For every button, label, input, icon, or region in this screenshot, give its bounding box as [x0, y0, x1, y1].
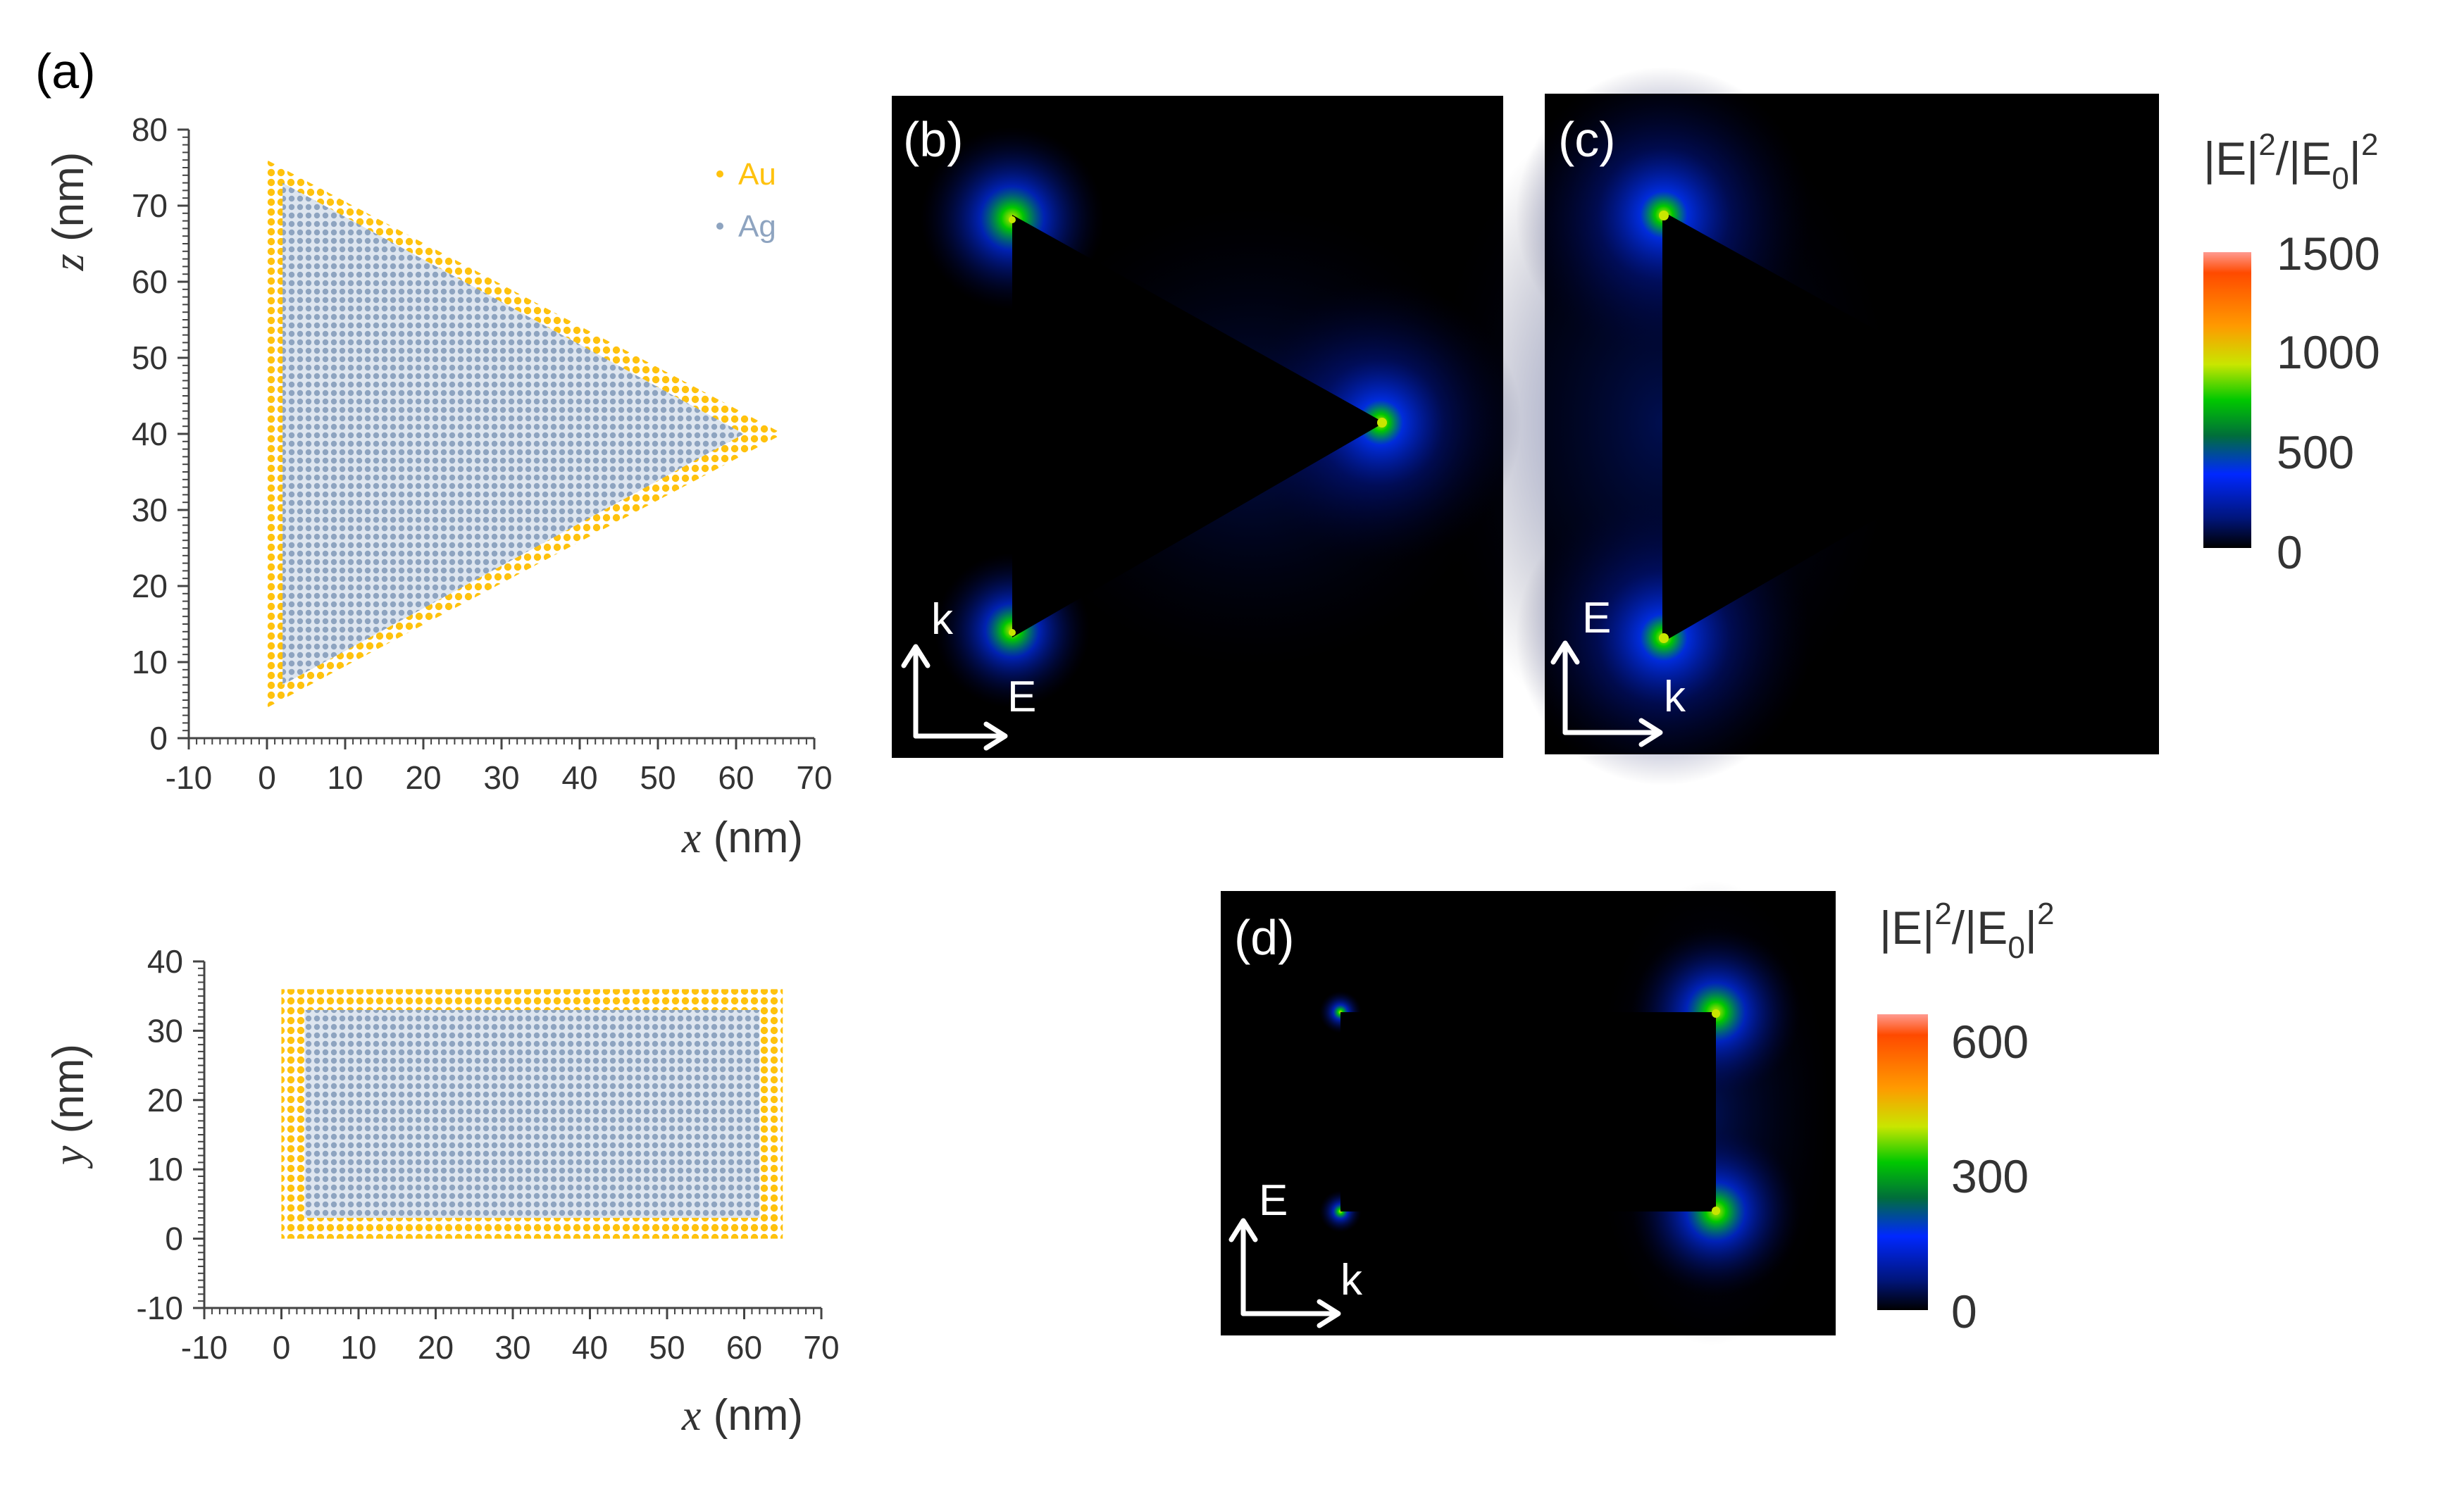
- tip-d-bottom-dot: [1712, 1207, 1720, 1215]
- colorbar-top-title: |E|2/|E0|2: [2203, 127, 2378, 196]
- arrow-c-horizontal-head: [1638, 718, 1663, 747]
- axes-arrows-c: [1550, 640, 1663, 747]
- colorbar-bottom-tick-300: 300: [1951, 1150, 2029, 1202]
- panel-label-c: (c): [1558, 112, 1616, 167]
- colorbar-bottom: |E|2/|E0|2 600 300 0: [1877, 897, 2054, 1338]
- arrow-d-vertical-head: [1228, 1218, 1258, 1242]
- xz-x-tick-label: 50: [640, 759, 676, 796]
- xz-x-tick-label: 0: [258, 759, 276, 796]
- arrow-b-k-label: k: [931, 595, 954, 644]
- tip-c-bottom-dot: [1659, 633, 1669, 643]
- colorbar-bottom-gradient: [1877, 1014, 1928, 1310]
- nanoprism-d-silhouette: [1340, 1012, 1716, 1211]
- colorbar-top-tick-500: 500: [2277, 426, 2354, 478]
- xy-y-tick-label: 0: [165, 1221, 183, 1257]
- panel-label-d: (d): [1234, 910, 1295, 965]
- colorbar-bottom-tick-600: 600: [1951, 1016, 2029, 1068]
- nanoprism-b-silhouette: [1012, 215, 1384, 637]
- legend-ag-marker: [716, 223, 723, 230]
- tip-b-top-dot: [1009, 216, 1016, 223]
- xz-y-tick-label: 30: [132, 492, 168, 528]
- xy-x-tick-label: 10: [340, 1329, 376, 1366]
- xy-particle-marks: [281, 989, 783, 1239]
- xz-x-tick-label: 30: [483, 759, 519, 796]
- xz-x-tick-label: 70: [796, 759, 832, 796]
- xz-y-tick-label: 40: [132, 416, 168, 452]
- xz-x-tick-label: 40: [561, 759, 597, 796]
- colorbar-bottom-title: |E|2/|E0|2: [1879, 897, 2054, 965]
- field-map-b: (b) k E: [892, 96, 1522, 758]
- tip-b-bottom-dot: [1009, 629, 1016, 636]
- panel-label-b: (b): [903, 112, 964, 167]
- legend: Au Ag: [716, 157, 776, 244]
- xz-y-tick-label: 60: [132, 263, 168, 300]
- xy-y-tick-label: -10: [137, 1290, 183, 1326]
- arrow-b-vertical-head: [901, 644, 931, 668]
- field-map-c: (c) E k: [1430, 67, 2159, 785]
- xy-axes: -10 0 10 20 30 40 50 60 70 -10 0 10 20 30 40: [137, 943, 840, 1366]
- xy-y-tick-label: 30: [147, 1012, 183, 1049]
- xz-cross-section-chart: (a) -10 0 10 20 30 40 50 60 7001020304050607080 …: [35, 44, 833, 862]
- xy-cross-section-chart: -10 0 10 20 30 40 50 60 70 -10 0 10 20 30 40 x (nm) y …: [44, 943, 840, 1440]
- xz-y-axis-label: z (nm): [44, 152, 93, 272]
- arrow-d-k-label: k: [1340, 1256, 1363, 1304]
- tip-d-top-dot: [1712, 1009, 1720, 1018]
- xy-ag-region: [304, 1009, 760, 1219]
- nanoprism-c-silhouette: [1662, 211, 2043, 642]
- xz-x-tick-label: 10: [327, 759, 363, 796]
- arrow-c-e-label: E: [1582, 594, 1611, 642]
- xy-y-tick-label: 40: [147, 943, 183, 980]
- colorbar-top: |E|2/|E0|2 1500 1000 500 0: [2203, 127, 2380, 578]
- arrow-b-horizontal-head: [983, 721, 1008, 751]
- legend-au-marker: [716, 170, 723, 177]
- xy-x-tick-label: 0: [273, 1329, 291, 1366]
- xz-y-tick-label: 10: [132, 644, 168, 680]
- xz-y-tick-label: 50: [132, 339, 168, 376]
- xy-x-tick-label: 70: [803, 1329, 839, 1366]
- xz-x-tick-label: 60: [718, 759, 754, 796]
- arrow-d-horizontal-head: [1317, 1299, 1341, 1328]
- xz-x-tick-label: 20: [405, 759, 441, 796]
- xy-y-tick-label: 20: [147, 1082, 183, 1119]
- xz-y-tick-label: 20: [132, 568, 168, 604]
- arrow-c-vertical-head: [1550, 640, 1580, 665]
- arrow-b-e-label: E: [1007, 673, 1036, 721]
- field-map-d: (d) E k: [1221, 880, 1836, 1345]
- xz-ag-region: [282, 182, 745, 685]
- colorbar-top-tick-0: 0: [2277, 526, 2303, 578]
- xz-x-axis-label: x (nm): [681, 814, 803, 862]
- xz-particle-marks: [267, 160, 783, 708]
- xy-x-tick-label: 40: [572, 1329, 608, 1366]
- arrow-d-e-label: E: [1259, 1176, 1288, 1225]
- colorbar-top-tick-1000: 1000: [2277, 326, 2380, 378]
- axes-arrows-d: [1228, 1218, 1341, 1328]
- xz-y-tick-label: 70: [132, 187, 168, 224]
- xz-x-tick-label: -10: [166, 759, 212, 796]
- xy-x-tick-label: 20: [418, 1329, 454, 1366]
- legend-ag-label: Ag: [738, 209, 776, 244]
- colorbar-top-tick-1500: 1500: [2277, 228, 2380, 280]
- xz-y-tick-label: 0: [149, 720, 168, 756]
- arrow-c-k-label: k: [1664, 673, 1686, 721]
- xy-y-axis-label: y (nm): [44, 1044, 93, 1169]
- xy-x-tick-label: 50: [649, 1329, 685, 1366]
- tip-c-top-dot: [1659, 211, 1669, 220]
- panel-label-a: (a): [35, 44, 96, 99]
- colorbar-top-gradient: [2203, 252, 2251, 548]
- colorbar-bottom-tick-0: 0: [1951, 1285, 1977, 1338]
- tip-b-right-dot: [1377, 418, 1387, 428]
- xy-y-tick-label: 10: [147, 1151, 183, 1188]
- xy-x-tick-label: -10: [181, 1329, 228, 1366]
- xy-x-tick-label: 30: [494, 1329, 530, 1366]
- xy-x-axis-label: x (nm): [681, 1391, 803, 1440]
- xz-y-tick-label: 80: [132, 111, 168, 148]
- axes-arrows-b: [901, 644, 1008, 751]
- legend-au-label: Au: [738, 157, 776, 192]
- xy-x-tick-label: 60: [726, 1329, 762, 1366]
